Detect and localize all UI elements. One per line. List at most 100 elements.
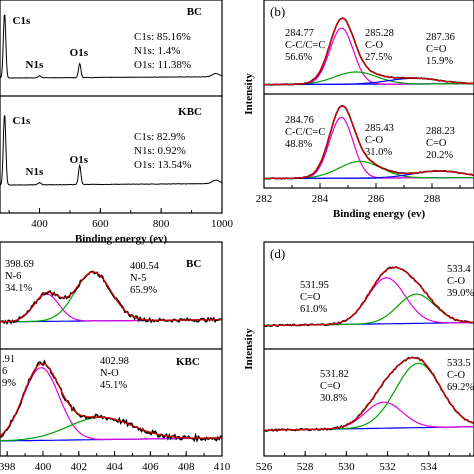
peak-label: O1s [70,154,89,166]
spectrum-name: KBC [178,106,202,118]
composition-text: C1s: 82.9% [134,131,185,143]
peak-annotation: N-6 [5,271,21,282]
raw-spectrum [263,356,474,433]
composition-text: N1s: 1.4% [134,45,180,57]
peak-annotation: 9% [2,378,16,389]
y-axis-label: Intensity [243,328,255,370]
x-tick-label: 1000 [211,218,234,230]
peak-annotation: 288.23 [426,126,455,137]
fit-envelope [264,105,474,180]
x-tick-label: 404 [106,461,123,473]
peak-annotation: C=O [300,292,321,303]
y-axis-label: Intensity [243,73,255,115]
x-tick-label: 534 [420,461,437,473]
x-axis-label: Binding energy (ev) [333,208,426,220]
x-tick-label: 286 [368,193,385,205]
composition-text: O1s: 11.38% [134,59,191,71]
x-tick-label: 600 [92,218,109,230]
fit-envelope [0,362,222,439]
panel-a: 400 600 800 1000 Binding energy (ev) C1s N1s O1… [0,0,234,245]
x-tick-label: 526 [256,461,273,473]
peak-annotation: 531.82 [320,369,349,380]
peak-label: C1s [13,115,31,127]
fit-component [264,277,474,327]
peak-annotation: 39.0% [447,288,474,299]
peak-annotation: .91 [2,354,15,365]
peak-annotation: N-5 [130,273,146,284]
peak-annotation: 20.2% [426,150,453,161]
peak-annotation: C-O [365,40,384,51]
x-tick-label: 528 [297,461,314,473]
peak-annotation: 284.77 [285,28,314,39]
peak-annotation: 6 [2,366,7,377]
peak-annotation: C-O [447,276,466,287]
survey-spectrum-bc [0,14,222,79]
peak-label: C1s [13,15,31,27]
peak-annotation: 69.2% [447,382,474,393]
peak-annotation: C-O [447,370,466,381]
spectrum-name: BC [187,6,202,18]
composition-text: N1s: 0.92% [134,145,186,157]
fit-component [264,160,474,180]
peak-annotation: 45.1% [100,380,127,391]
peak-annotation: 56.6% [285,52,312,63]
peak-annotation: 398.69 [5,259,34,270]
fit-component [0,293,222,323]
peak-annotation: 533.5 [447,358,471,369]
raw-spectrum [263,266,474,327]
peak-annotation: 533.4 [447,264,471,275]
fit-envelope [263,356,474,431]
x-tick-label: 282 [256,193,273,205]
fit-envelope [264,17,474,86]
x-tick-label: 400 [31,218,48,230]
peak-label: N1s [26,166,44,178]
peak-annotation: 65.9% [130,285,157,296]
peak-annotation: C=O [426,44,447,55]
panel-label: (b) [270,4,285,19]
x-tick-label: 402 [71,461,88,473]
x-tick-label: 400 [35,461,52,473]
peak-annotation: C=O [426,138,447,149]
peak-annotation: 48.8% [285,139,312,150]
peak-annotation: 285.43 [365,123,394,134]
x-tick-label: 398 [0,461,16,473]
peak-annotation: 400.54 [130,261,160,272]
peak-annotation: 284.76 [285,115,314,126]
x-axis-label: Binding energy (ev) [75,233,168,245]
fit-component [263,362,474,431]
fit-envelope [0,271,222,323]
peak-annotation: 61.0% [300,304,327,315]
panel-b: 282 284 286 288 Binding energy (ev) Intensity… [243,0,474,220]
composition-text: O1s: 13.54% [134,159,191,171]
composition-text: C1s: 85.16% [134,31,191,43]
peak-annotation: 27.5% [365,52,392,63]
peak-annotation: 287.36 [426,32,455,43]
fit-envelope [264,266,474,327]
x-tick-label: 530 [338,461,355,473]
spectrum-name: KBC [176,356,200,368]
x-tick-label: 532 [379,461,396,473]
plot-frame [0,0,223,214]
raw-spectrum [0,270,223,326]
x-tick-label: 800 [153,218,170,230]
peak-annotation: 285.28 [365,28,394,39]
peak-annotation: 34.1% [5,283,32,294]
peak-annotation: C-C/C=C [285,127,325,138]
x-tick-label: 406 [142,461,159,473]
fit-component [0,271,222,323]
peak-label: N1s [26,59,44,71]
peak-annotation: 15.9% [426,56,453,67]
x-tick-label: 288 [424,193,441,205]
peak-annotation: C-O [365,135,384,146]
peak-annotation: C-C/C=C [285,40,325,51]
peak-annotation: 402.98 [100,356,129,367]
spectrum-name: BC [186,258,201,270]
fit-component [264,293,474,327]
panel-c: 398400402404406408410Binding energy (ev)… [0,241,231,473]
fit-component [0,367,223,440]
peak-annotation: N-O [100,368,119,379]
survey-spectrum-kbc [0,115,223,186]
peak-annotation: 31.0% [365,147,392,158]
panel-d: 526528530532534Binding energy (ev)Intens… [243,241,474,473]
